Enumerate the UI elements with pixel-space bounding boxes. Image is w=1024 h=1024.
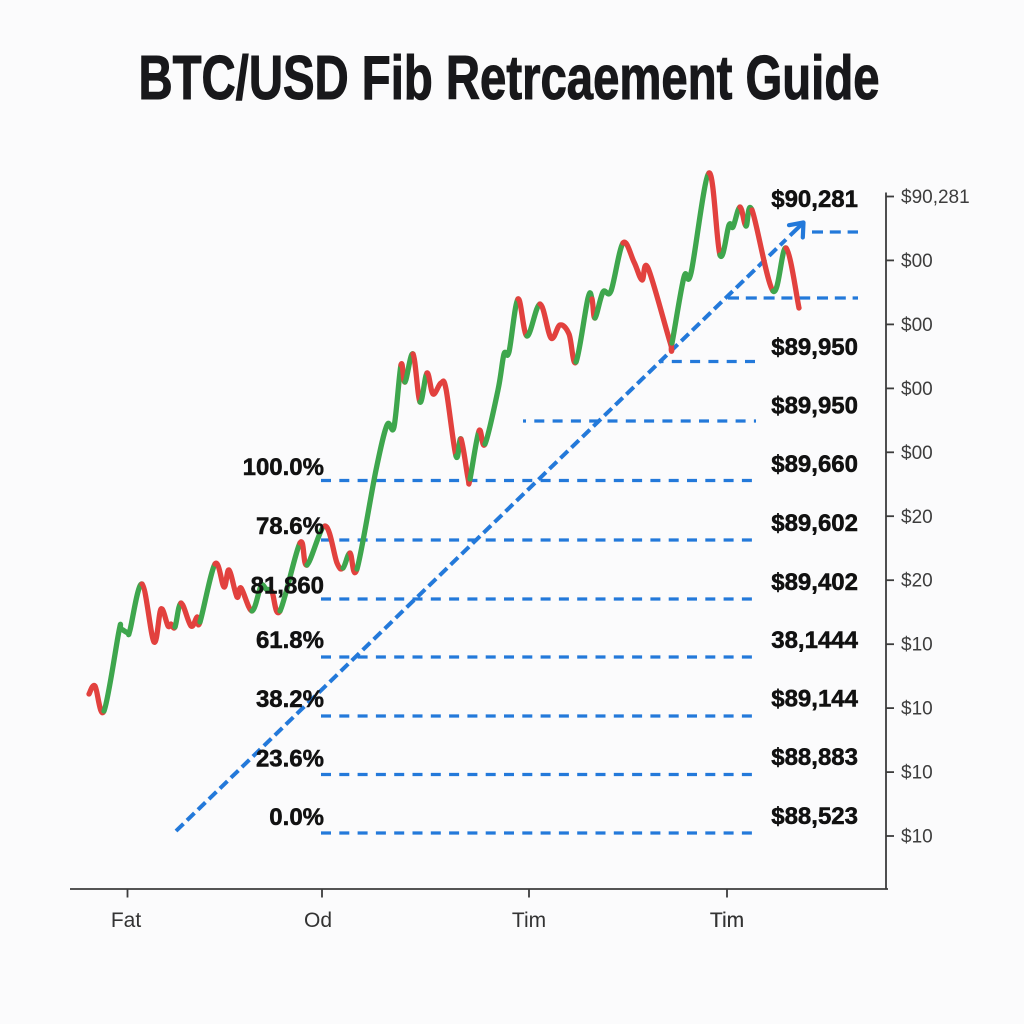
svg-text:78.6%: 78.6% [256, 513, 324, 540]
svg-text:$10: $10 [901, 635, 933, 656]
svg-text:$89,950: $89,950 [771, 393, 858, 420]
svg-text:$89,602: $89,602 [771, 510, 858, 537]
svg-text:$20: $20 [901, 571, 933, 592]
svg-text:Od: Od [304, 909, 332, 932]
svg-text:$90,281: $90,281 [771, 186, 858, 213]
svg-text:$90,281: $90,281 [901, 187, 970, 208]
svg-text:$10: $10 [901, 699, 933, 720]
svg-text:0.0%: 0.0% [269, 804, 324, 831]
svg-text:Tim: Tim [512, 909, 546, 932]
svg-text:$00: $00 [901, 251, 933, 272]
svg-text:$10: $10 [901, 763, 933, 784]
svg-text:Tim: Tim [710, 909, 744, 932]
svg-text:$88,523: $88,523 [771, 803, 858, 830]
svg-text:$20: $20 [901, 507, 933, 528]
svg-text:$00: $00 [901, 443, 933, 464]
svg-text:BTC/USD Fib Retrcaement Guide: BTC/USD Fib Retrcaement Guide [138, 43, 879, 113]
svg-text:$89,950: $89,950 [771, 334, 858, 361]
svg-text:$88,883: $88,883 [771, 744, 858, 771]
svg-text:$89,402: $89,402 [771, 569, 858, 596]
svg-text:100.0%: 100.0% [243, 454, 324, 481]
svg-text:81,860: 81,860 [251, 573, 324, 600]
svg-text:$10: $10 [901, 827, 933, 848]
svg-text:Fat: Fat [111, 909, 142, 932]
svg-text:38,1444: 38,1444 [771, 627, 858, 654]
svg-text:61.8%: 61.8% [256, 627, 324, 654]
svg-text:Tim: Tim [710, 909, 744, 932]
svg-text:$89,660: $89,660 [771, 451, 858, 478]
svg-text:38.2%: 38.2% [256, 686, 324, 713]
svg-text:23.6%: 23.6% [256, 746, 324, 773]
svg-text:$00: $00 [901, 379, 933, 400]
svg-text:$89,144: $89,144 [771, 686, 858, 713]
svg-text:$00: $00 [901, 315, 933, 336]
